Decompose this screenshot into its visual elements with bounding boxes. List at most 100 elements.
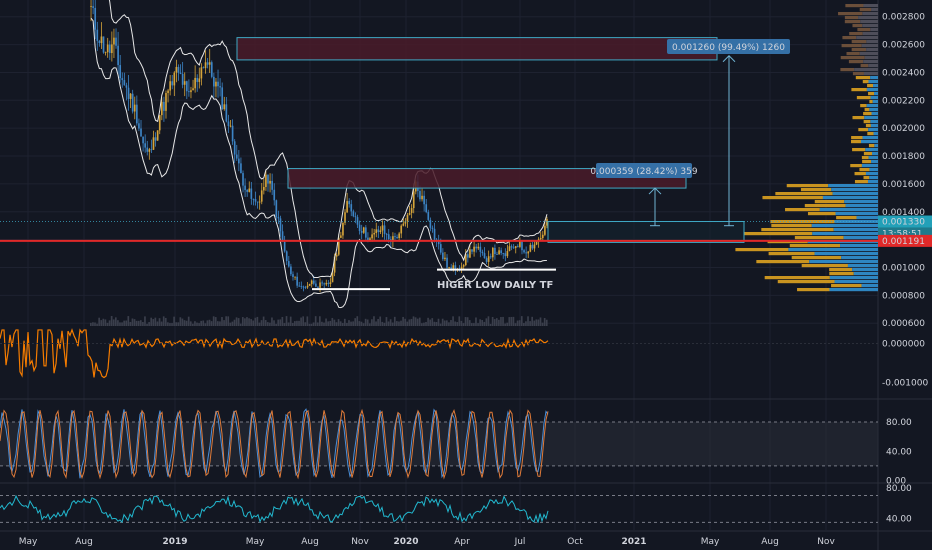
candle-body [439, 244, 442, 253]
vp-bar-sell [851, 40, 867, 44]
volume-bar [244, 318, 246, 326]
price-tick-label: 0.002000 [882, 124, 925, 134]
price-axis[interactable]: 0.002800 0.002600 0.002400 0.002200 0.002000… [882, 13, 928, 525]
vp-bar-buy [865, 172, 878, 176]
price-tick-label: 0.001800 [882, 152, 925, 162]
candle-body [308, 284, 311, 286]
entry-box [547, 221, 745, 243]
vp-bar-sell [807, 212, 836, 216]
candle-body [494, 247, 496, 255]
volume-bar [502, 316, 504, 326]
vp-bar-sell [761, 228, 834, 232]
volume-bar [254, 317, 257, 326]
candle-body [238, 158, 240, 164]
vp-bar-buy [866, 40, 878, 44]
candle-body [283, 241, 286, 252]
volume-bar [112, 319, 115, 326]
candle-body [383, 225, 386, 234]
volume-bar [441, 318, 444, 326]
price-tick-label: 0.002600 [882, 41, 925, 51]
vp-bar-sell [794, 236, 844, 240]
current-price-badge: 0.001330 [882, 218, 925, 228]
candle-body [433, 228, 436, 240]
candle-body [544, 225, 546, 235]
time-tick-label: 2021 [621, 537, 646, 547]
vp-bar-buy [867, 180, 878, 184]
candle-body [477, 246, 480, 249]
volume-bar [256, 316, 259, 326]
vp-bar-sell [860, 64, 869, 68]
volume-bar [452, 316, 454, 326]
time-tick-label: May [246, 537, 265, 547]
vp-bar-buy [856, 36, 878, 40]
time-axis[interactable]: May Aug 2019 May Aug Nov 2020 Apr Jul Oct 2021 May A… [19, 537, 836, 547]
vp-bar-buy [859, 52, 878, 56]
volume-bar [508, 317, 511, 326]
vp-bar-buy [861, 164, 878, 168]
candle-body [342, 222, 344, 236]
volume-bar [321, 321, 323, 326]
candle-body [179, 72, 182, 74]
candle-body [140, 128, 142, 137]
vp-bar-sell [797, 288, 830, 292]
candle-body [125, 85, 128, 88]
candle-body [329, 282, 332, 284]
volume-bar [223, 320, 225, 326]
volume-bar [229, 322, 232, 326]
candle-body [354, 216, 357, 218]
candle-body [340, 235, 342, 238]
candle-body [267, 174, 269, 184]
volume-bar [475, 317, 477, 326]
volume-bar [237, 318, 240, 326]
volume-bar [152, 319, 155, 326]
volume-bar [148, 322, 150, 326]
bollinger-lower [90, 17, 547, 309]
range-label-mid-bg [596, 163, 692, 178]
volume-bar [498, 319, 500, 326]
vp-bar-buy [809, 260, 878, 264]
vp-bar-sell [801, 264, 848, 268]
candle-body [529, 244, 532, 252]
candle-body [252, 198, 255, 200]
volume-bar [516, 320, 519, 326]
vp-bar-sell [857, 28, 871, 32]
candle-body [475, 246, 478, 249]
volume-bar [466, 317, 469, 326]
volume-bar [221, 317, 223, 326]
volume-bar [333, 319, 336, 326]
candle-body [275, 200, 278, 217]
candle-body [412, 191, 415, 209]
volume-bar [146, 323, 148, 326]
vp-bar-buy [874, 92, 878, 96]
volume-bar [323, 322, 325, 326]
vp-bar-sell [854, 172, 866, 176]
volume-bar [456, 322, 459, 326]
candle-body [90, 6, 92, 7]
vp-bar-buy [862, 12, 878, 16]
volume-bar [398, 321, 400, 326]
candle-body [256, 201, 259, 203]
price-tick-label: 0.001600 [882, 180, 925, 190]
volume-profile [735, 4, 878, 292]
stoch-tick-label: 80.00 [886, 418, 912, 428]
candle-body [183, 81, 186, 85]
volume-bar [216, 321, 219, 326]
price-badges: 0.001330 13:58:510.001191 [878, 215, 932, 247]
candle-body [235, 154, 238, 159]
volume-bar [352, 321, 354, 326]
candle-body [229, 125, 232, 127]
volume-bar [296, 320, 298, 326]
candle-body [108, 44, 111, 53]
candle-body [296, 276, 298, 286]
vp-bar-sell [831, 284, 862, 288]
vp-bar-sell [836, 216, 857, 220]
vp-bar-buy [812, 232, 878, 236]
candle-body [442, 252, 444, 260]
candle-body [202, 67, 205, 69]
candle-body [160, 101, 163, 116]
volume-bar [362, 323, 365, 326]
volume-bar [481, 319, 484, 326]
candle-body [248, 188, 251, 192]
volume-bar [304, 322, 307, 326]
